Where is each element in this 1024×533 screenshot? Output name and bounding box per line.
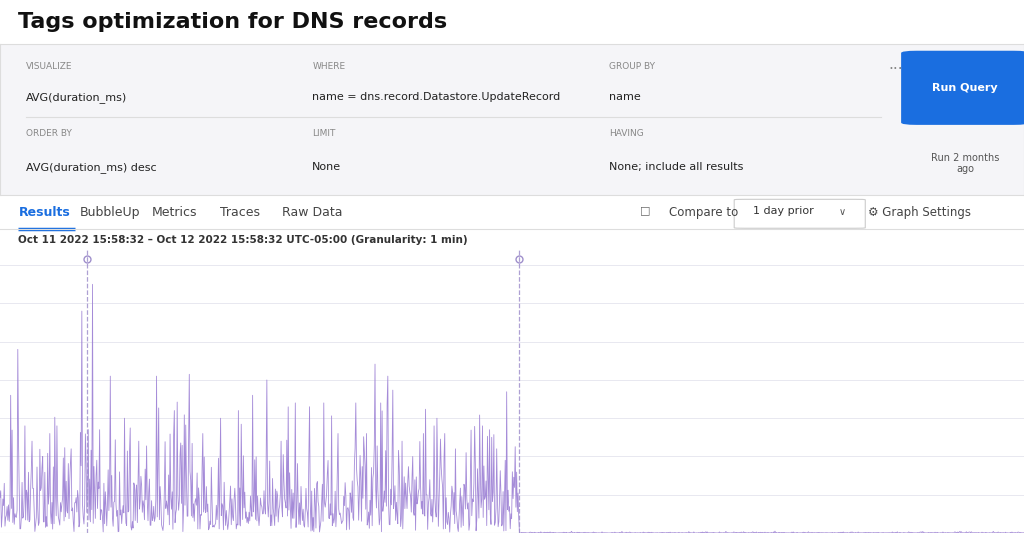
Text: Metrics: Metrics [152,206,197,219]
Text: BubbleUp: BubbleUp [80,206,140,219]
Text: Run 2 months
ago: Run 2 months ago [931,153,999,174]
Text: LIMIT: LIMIT [312,128,336,138]
Text: 1 day prior: 1 day prior [753,206,813,216]
FancyBboxPatch shape [901,51,1024,125]
Text: VISUALIZE: VISUALIZE [26,62,72,71]
Text: ORDER BY: ORDER BY [26,128,72,138]
Text: Run Query: Run Query [932,83,998,93]
Text: Tags optimization for DNS records: Tags optimization for DNS records [18,12,447,32]
Text: ∨: ∨ [840,207,846,217]
FancyBboxPatch shape [734,199,865,228]
Text: □: □ [640,206,650,216]
Text: Oct 11 2022 15:58:32 – Oct 12 2022 15:58:32 UTC-05:00 (Granularity: 1 min): Oct 11 2022 15:58:32 – Oct 12 2022 15:58… [18,235,468,245]
Text: Results: Results [18,206,71,219]
Text: Traces: Traces [220,206,260,219]
Text: None; include all results: None; include all results [609,162,743,172]
Text: ⚙ Graph Settings: ⚙ Graph Settings [868,206,972,219]
Text: ···: ··· [889,62,903,77]
Text: Raw Data: Raw Data [282,206,342,219]
Text: WHERE: WHERE [312,62,345,71]
Text: AVG(duration_ms): AVG(duration_ms) [26,92,127,103]
Text: name: name [609,92,641,102]
Text: GROUP BY: GROUP BY [609,62,655,71]
Text: name = dns.record.Datastore.UpdateRecord: name = dns.record.Datastore.UpdateRecord [312,92,560,102]
Text: AVG(duration_ms) desc: AVG(duration_ms) desc [26,162,157,173]
Text: None: None [312,162,341,172]
Text: HAVING: HAVING [609,128,644,138]
Text: Compare to: Compare to [669,206,738,219]
